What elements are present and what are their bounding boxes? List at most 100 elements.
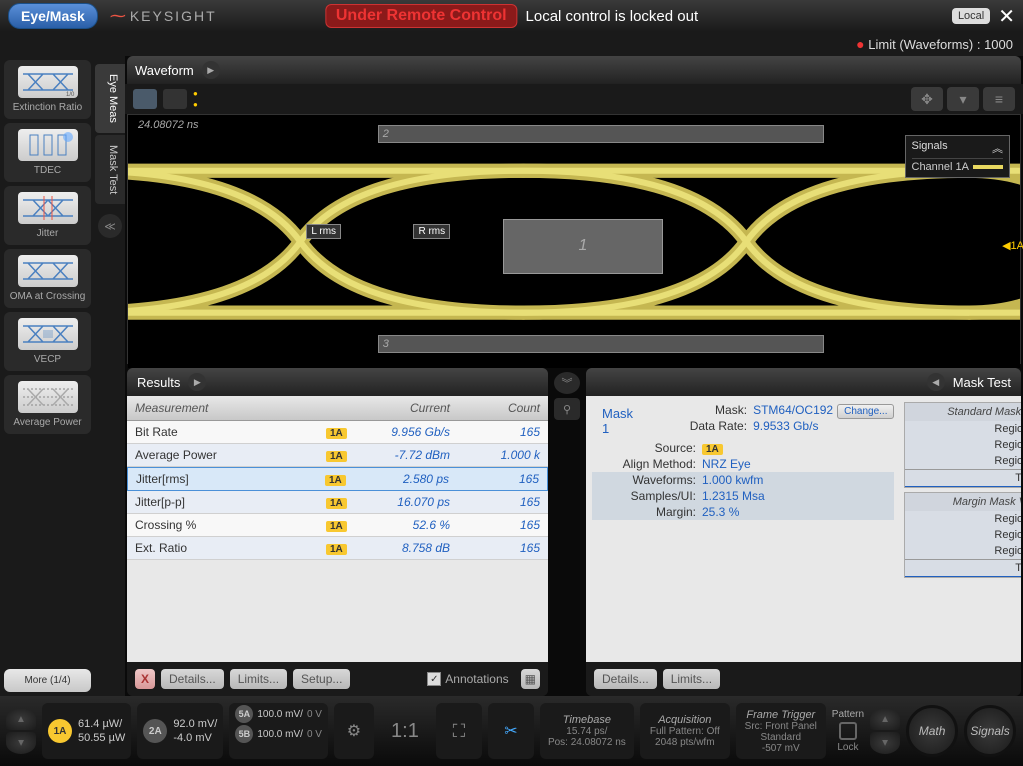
- timebase-panel[interactable]: Timebase 15.74 ps/ Pos: 24.08072 ns: [540, 703, 634, 759]
- nav-up-button[interactable]: ▲: [6, 708, 36, 730]
- measurement-sidebar: 1/0 Extinction Ratio TDEC Jitter OMA at …: [0, 56, 95, 696]
- limit-status: ● Limit (Waveforms) : 1000: [0, 32, 1023, 56]
- violations-column: Standard Mask Violations Region 1:0 hits…: [904, 402, 1021, 578]
- remote-text: Local control is locked out: [526, 8, 699, 25]
- time-position-label: 24.08072 ns: [138, 119, 199, 131]
- scissors-button[interactable]: ✂: [488, 703, 534, 759]
- dropdown-button[interactable]: ▾: [947, 87, 979, 111]
- zoom-ratio[interactable]: 1:1: [380, 720, 430, 743]
- setup-button[interactable]: Setup...: [293, 669, 350, 689]
- collapse-down-button[interactable]: ︾: [554, 372, 580, 394]
- acquisition-panel[interactable]: Acquisition Full Pattern: Off 2048 pts/w…: [640, 703, 730, 759]
- sidebar-item-extinction-ratio[interactable]: 1/0 Extinction Ratio: [4, 60, 91, 119]
- math-button[interactable]: Math: [906, 705, 958, 757]
- mask-details-button[interactable]: Details...: [594, 669, 657, 689]
- channel-2a-group[interactable]: 2A 92.0 mV/-4.0 mV: [137, 703, 223, 759]
- mask-limits-button[interactable]: Limits...: [663, 669, 720, 689]
- tab-eye-meas[interactable]: Eye Meas: [95, 64, 125, 133]
- brand-logo: ⁓ KEYSIGHT: [110, 6, 217, 26]
- signals-legend[interactable]: Signals︽ Channel 1A: [905, 135, 1011, 178]
- sidebar-item-oma-crossing[interactable]: OMA at Crossing: [4, 249, 91, 308]
- run-up-button[interactable]: ▲: [870, 708, 900, 730]
- mask-prev-button[interactable]: ◀: [927, 373, 945, 391]
- view-grid-button[interactable]: [163, 89, 187, 109]
- table-row[interactable]: Jitter[rms]1A2.580 ps165: [127, 467, 548, 491]
- content-area: Waveform ▶ ●● ✥ ▾ ≡: [125, 56, 1023, 696]
- run-down-button[interactable]: ▲: [870, 732, 900, 754]
- layout-button[interactable]: ▦: [521, 669, 540, 689]
- mode-button[interactable]: Eye/Mask: [8, 3, 98, 29]
- table-row[interactable]: Ext. Ratio1A8.758 dB165: [127, 537, 548, 560]
- autoscale-icon: ⛶: [453, 721, 466, 742]
- trigger-panel[interactable]: Frame Trigger Src: Front Panel Standard …: [736, 703, 826, 759]
- violation-row: Region 2:0 hits: [905, 437, 1021, 453]
- sidebar-label: TDEC: [34, 165, 61, 176]
- details-button[interactable]: Details...: [161, 669, 224, 689]
- view-single-button[interactable]: [133, 89, 157, 109]
- col-measurement[interactable]: Measurement: [127, 396, 318, 420]
- annotations-checkbox[interactable]: ✓ Annotations: [427, 672, 508, 686]
- channel-5-group[interactable]: 5A100.0 mV/0 V 5B100.0 mV/0 V: [229, 703, 328, 759]
- delete-button[interactable]: X: [135, 669, 155, 689]
- mask-zone-mid: 1: [503, 219, 664, 274]
- sidebar-item-average-power[interactable]: Average Power: [4, 375, 91, 434]
- violation-row: Region 3:0 hits: [905, 543, 1021, 559]
- close-icon[interactable]: ✕: [998, 4, 1015, 29]
- table-row[interactable]: Jitter[p-p]1A16.070 ps165: [127, 491, 548, 514]
- change-button[interactable]: Change...: [837, 404, 894, 419]
- local-button[interactable]: Local: [952, 8, 990, 24]
- sidebar-item-vecp[interactable]: VECP: [4, 312, 91, 371]
- mask-header: ◀ Mask Test: [586, 368, 1021, 396]
- annotations-label: Annotations: [445, 672, 508, 686]
- mask-body: Mask 1 Mask:STM64/OC192Change...Data Rat…: [586, 396, 1021, 662]
- eye-diagram[interactable]: 24.08072 ns 2 1 3 L rms R rms Signals︽ C…: [127, 114, 1021, 364]
- ch-5a-badge: 5A: [235, 705, 253, 723]
- brand-wave-icon: ⁓: [110, 6, 126, 26]
- results-play-button[interactable]: ▶: [188, 373, 206, 391]
- collapse-sidebar-button[interactable]: ≪: [98, 214, 122, 238]
- ch-2a-badge: 2A: [143, 719, 167, 743]
- ch-5b-badge: 5B: [235, 725, 253, 743]
- jitter-icon: [18, 192, 78, 224]
- autoscale-button[interactable]: ⛶: [436, 703, 482, 759]
- lock-icon: [839, 722, 857, 740]
- nav-arrows: ▲ ▲: [6, 708, 36, 754]
- pin-button[interactable]: ⚲: [554, 398, 580, 420]
- sidebar-label: OMA at Crossing: [10, 291, 86, 302]
- sidebar-more-button[interactable]: More (1/4): [4, 669, 91, 692]
- table-row[interactable]: Bit Rate1A9.956 Gb/s165: [127, 421, 548, 444]
- mask-tab-1[interactable]: Mask 1: [592, 402, 643, 440]
- nav-down-button[interactable]: ▲: [6, 732, 36, 754]
- run-arrows: ▲ ▲: [870, 708, 900, 754]
- col-count[interactable]: Count: [458, 396, 548, 420]
- results-row: Results ▶ Measurement Current Count Bit …: [125, 364, 1023, 696]
- sidebar-item-jitter[interactable]: Jitter: [4, 186, 91, 245]
- gear-button[interactable]: ⚙: [334, 703, 374, 759]
- vertical-tabs: Eye Meas Mask Test ≪: [95, 56, 125, 696]
- sidebar-label: VECP: [34, 354, 61, 365]
- collapse-legend-icon[interactable]: ︽: [992, 140, 1003, 156]
- tab-mask-test[interactable]: Mask Test: [95, 135, 125, 204]
- waveform-toolbar: ●● ✥ ▾ ≡: [125, 84, 1023, 114]
- mask-info-row: Margin:25.3 %: [592, 504, 894, 520]
- mask-info-row: Mask:STM64/OC192Change...: [643, 402, 894, 418]
- pattern-lock[interactable]: Pattern Lock: [832, 709, 864, 753]
- sidebar-item-tdec[interactable]: TDEC: [4, 123, 91, 182]
- col-current[interactable]: Current: [358, 396, 458, 420]
- mask-info-row: Waveforms:1.000 kwfm: [592, 472, 894, 488]
- pan-tool-button[interactable]: ✥: [911, 87, 943, 111]
- channel-1a-group[interactable]: 1A 61.4 µW/50.55 µW: [42, 703, 131, 759]
- tdec-icon: [18, 129, 78, 161]
- table-row[interactable]: Crossing %1A52.6 %165: [127, 514, 548, 537]
- sidebar-label: Jitter: [37, 228, 59, 239]
- mask-zone-top: 2: [378, 125, 824, 143]
- waveform-play-button[interactable]: ▶: [202, 61, 220, 79]
- mask-title: Mask Test: [953, 375, 1011, 390]
- limits-button[interactable]: Limits...: [230, 669, 287, 689]
- bottom-bar: ▲ ▲ 1A 61.4 µW/50.55 µW 2A 92.0 mV/-4.0 …: [0, 696, 1023, 766]
- table-row[interactable]: Average Power1A-7.72 dBm1.000 k: [127, 444, 548, 467]
- ch-1a-badge: 1A: [48, 719, 72, 743]
- violation-row: Region 1:0 hits: [905, 421, 1021, 437]
- menu-button[interactable]: ≡: [983, 87, 1015, 111]
- signals-button[interactable]: Signals: [964, 705, 1016, 757]
